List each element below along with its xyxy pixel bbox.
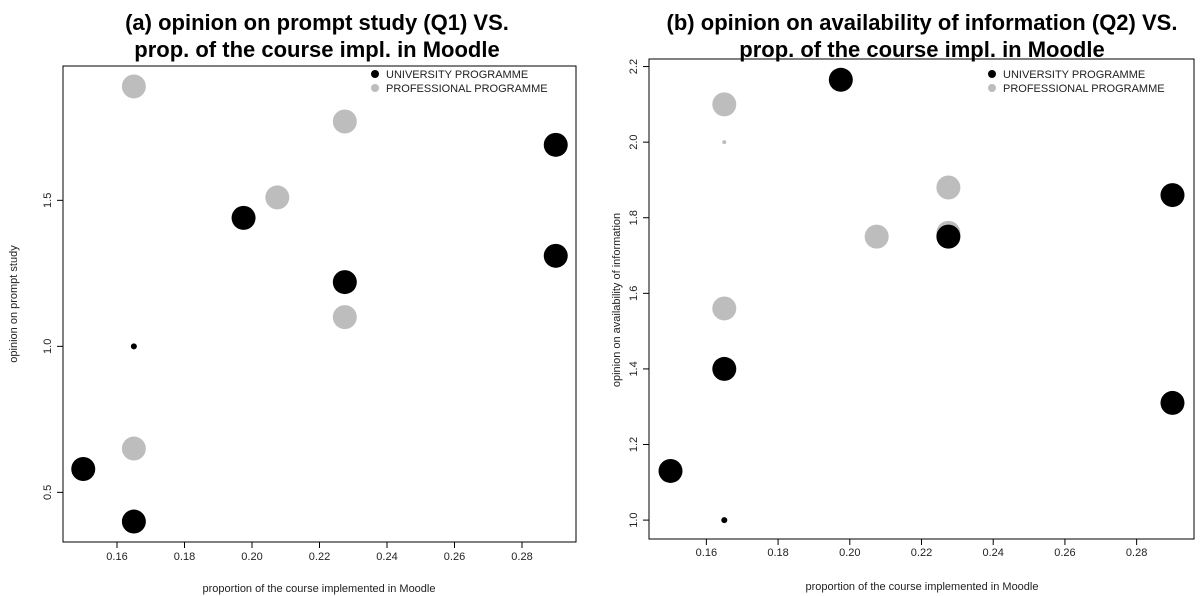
chart-b-ytick-label: 1.4 [628,361,640,376]
chart-a-xtick-label: 0.16 [106,551,127,563]
chart-b-legend-marker [988,70,996,78]
chart-a-point-university [543,243,568,268]
chart-b-title-line-1: (b) opinion on availability of informati… [667,10,1178,35]
chart-b-ticks: 0.16 0.18 0.20 0.22 0.24 0.26 0.28 1.0 1.2 1.4 1.6… [628,59,1147,559]
chart-b-point-professional [936,175,961,200]
chart-b-xtick-label: 0.28 [1126,547,1147,559]
chart-a-point-professional [332,305,357,330]
chart-b-legend: UNIVERSITY PROGRAMME PROFESSIONAL PROGRAM… [988,69,1165,95]
chart-b-point-university [828,67,853,92]
chart-b-title-line-2: prop. of the course impl. in Moodle [739,37,1104,62]
chart-a-point-professional [265,185,290,210]
chart-a-xtick-label: 0.26 [444,551,465,563]
chart-a-point-university [543,132,568,157]
chart-b-xtick-label: 0.24 [982,547,1003,559]
chart-a: (a) opinion on prompt study (Q1) VS. pro… [8,10,577,595]
chart-a-legend-marker [371,84,379,92]
chart-a-ytick-label: 1.5 [42,193,54,208]
chart-b-xtick-label: 0.20 [839,547,860,559]
chart-b-point-professional [712,92,737,117]
chart-a-xtick-label: 0.18 [174,551,195,563]
chart-a-legend-label: PROFESSIONAL PROGRAMME [386,83,548,95]
chart-a-point-university [130,343,137,350]
chart-a-ticks: 0.16 0.18 0.20 0.22 0.24 0.26 0.28 0.5 1.0 1.5 [42,193,533,563]
chart-a-xtick-label: 0.24 [376,551,397,563]
chart-b-xtick-label: 0.16 [696,547,717,559]
chart-a-points [71,74,568,534]
chart-b-xlabel: proportion of the course implemented in … [806,581,1039,593]
chart-b-ylabel: opinion on availability of information [611,213,623,387]
chart-a-title-line-1: (a) opinion on prompt study (Q1) VS. [125,10,509,35]
chart-a-point-professional [332,109,357,134]
chart-a-title-line-2: prop. of the course impl. in Moodle [134,37,499,62]
chart-a-legend-label: UNIVERSITY PROGRAMME [386,69,528,81]
chart-a-ytick-label: 1.0 [42,339,54,354]
chart-a-xtick-label: 0.22 [309,551,330,563]
chart-a-point-university [231,205,256,230]
chart-b-points [658,67,1185,524]
chart-b-ytick-label: 2.2 [628,59,640,74]
chart-a-xlabel: proportion of the course implemented in … [203,583,436,595]
chart-a-plot-frame [62,65,577,543]
chart-b-point-university [712,356,737,381]
chart-a-point-professional [121,436,146,461]
chart-b-legend-marker [988,84,996,92]
chart-a-ylabel: opinion on prompt study [8,245,20,363]
chart-a-legend: UNIVERSITY PROGRAMME PROFESSIONAL PROGRAM… [371,69,548,95]
chart-b-point-professional [864,224,889,249]
chart-a-point-university [71,456,96,481]
chart-b-ytick-label: 1.6 [628,286,640,301]
chart-b-point-professional [722,140,727,145]
chart-b-point-university [1160,390,1185,415]
chart-b-ytick-label: 1.2 [628,437,640,452]
chart-a-point-university [332,270,357,295]
chart-b-legend-label: PROFESSIONAL PROGRAMME [1003,83,1165,95]
chart-a-legend-marker [371,70,379,78]
chart-b-ytick-label: 1.0 [628,512,640,527]
chart-b-point-university [658,458,683,483]
chart-b-legend-label: UNIVERSITY PROGRAMME [1003,69,1145,81]
chart-b-xtick-label: 0.22 [911,547,932,559]
chart-b-point-university [936,224,961,249]
chart-a-point-professional [121,74,146,99]
chart-b-point-university [721,517,728,524]
chart-b-ytick-label: 2.0 [628,135,640,150]
chart-b-point-professional [712,296,737,321]
chart-a-point-university [121,509,146,534]
chart-b-xtick-label: 0.18 [767,547,788,559]
chart-b: (b) opinion on availability of informati… [611,10,1195,593]
chart-b-xtick-label: 0.26 [1054,547,1075,559]
chart-a-xtick-label: 0.28 [511,551,532,563]
chart-b-ytick-label: 1.8 [628,210,640,225]
chart-b-point-university [1160,183,1185,208]
chart-a-xtick-label: 0.20 [241,551,262,563]
chart-a-ytick-label: 0.5 [42,485,54,500]
